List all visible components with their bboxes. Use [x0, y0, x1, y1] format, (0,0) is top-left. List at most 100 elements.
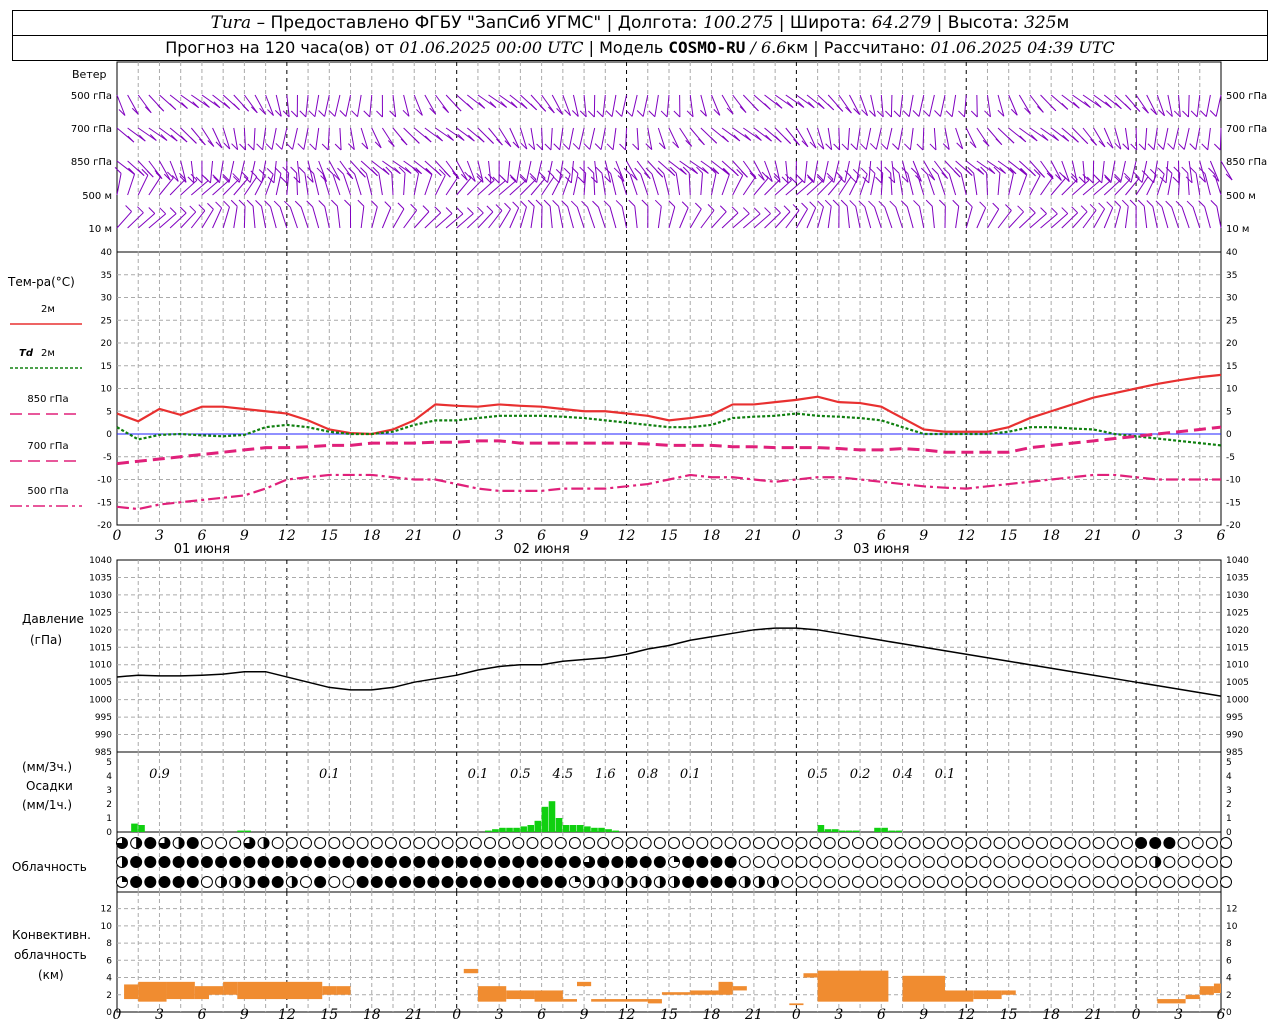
wind-barb — [562, 94, 571, 116]
cloud-circle — [370, 856, 383, 868]
wind-barb — [931, 206, 935, 229]
wind-barb — [1188, 160, 1193, 183]
temp-tick-label: 20 — [101, 339, 113, 349]
wind-barb-flag — [826, 172, 834, 180]
cloud-circle — [1120, 856, 1133, 868]
cloud-circle — [908, 876, 921, 888]
wind-barb-flag — [530, 103, 537, 111]
cloud-circle — [1036, 876, 1048, 888]
wind-barb-flag — [416, 109, 423, 116]
wind-barb — [997, 210, 1012, 229]
wind-barb-flag — [486, 205, 494, 213]
wind-barb — [222, 179, 240, 196]
cloud-circle — [767, 837, 780, 849]
cloud-circle — [370, 876, 383, 888]
precip-tick-label: 5 — [1226, 758, 1232, 768]
wind-barb — [611, 94, 617, 117]
wind-barb — [688, 173, 691, 196]
hour-tick-label: 3 — [495, 1007, 504, 1023]
wind-barb — [1135, 94, 1149, 114]
cloud-circle — [696, 837, 709, 849]
wind-barb-flag — [755, 134, 762, 141]
wind-barb-flag — [900, 200, 908, 208]
wind-barb-flag — [798, 176, 806, 184]
wind-barb-flag — [496, 138, 503, 146]
wind-barb-flag — [793, 138, 800, 146]
wind-barb-flag — [1121, 199, 1129, 207]
wind-barb — [849, 175, 860, 196]
wind-barb — [711, 211, 727, 229]
precip-bar — [569, 825, 577, 832]
wind-barb-flag — [997, 109, 1005, 117]
cloud-circle — [1092, 856, 1105, 868]
wind-barb — [774, 179, 792, 196]
wind-barb — [589, 127, 596, 150]
hour-tick-label: 18 — [1042, 1007, 1060, 1023]
wind-barb-flag — [331, 199, 338, 207]
wind-barb — [1178, 94, 1181, 117]
cloud-circle — [936, 837, 949, 849]
wind-barb — [233, 127, 239, 150]
model-sep: / — [745, 38, 761, 57]
wind-barb-flag — [1089, 203, 1097, 211]
wind-barb — [445, 213, 464, 229]
cloud-circle — [993, 856, 1006, 868]
wind-barb-flag — [444, 170, 451, 178]
cloud-circle — [1092, 876, 1105, 888]
wind-barb — [466, 212, 484, 229]
cloud-circle — [611, 837, 624, 849]
hour-tick-label: 9 — [919, 528, 928, 544]
wind-barb — [551, 175, 563, 196]
wind-barb-flag — [858, 200, 866, 208]
wind-barb-flag — [827, 103, 835, 111]
precip-bar — [838, 830, 846, 832]
hour-tick-label: 9 — [919, 1007, 928, 1023]
wind-barb — [190, 160, 195, 183]
wind-barb-flag — [487, 173, 495, 181]
wind-barb — [827, 177, 843, 196]
cloud-circle — [172, 856, 185, 868]
wind-barb-flag — [267, 176, 275, 184]
model-res: 6.6 — [760, 38, 787, 57]
cloud-circle — [215, 856, 228, 868]
wind-barb — [668, 127, 680, 149]
wind-barb-flag — [731, 206, 739, 214]
precip-bar — [244, 830, 251, 832]
cloud-circle — [484, 856, 496, 868]
wind-barb-flag — [579, 166, 587, 174]
wind-barb-flag — [553, 143, 561, 151]
cloud-circle — [979, 837, 992, 849]
cloud-circle — [512, 856, 525, 868]
temp-tick-label: -5 — [103, 453, 112, 463]
wind-barb-flag — [657, 167, 665, 174]
wind-barb — [1213, 173, 1222, 196]
cloud-fill — [674, 876, 680, 888]
wind-barb-flag — [988, 167, 996, 174]
cloud-circle — [1092, 837, 1105, 849]
wind-barb-flag — [1098, 140, 1106, 148]
calc-time: 01.06.2025 04:39 UTC — [930, 38, 1115, 57]
cloud-circle — [852, 856, 864, 868]
wind-barb-flag — [853, 108, 860, 115]
wind-barb — [238, 160, 245, 183]
cloud-circle — [328, 876, 341, 888]
alt-unit: м — [1056, 13, 1070, 33]
temp-tick-label: 15 — [1226, 362, 1237, 372]
wind-barb — [541, 176, 555, 196]
cloud-circle — [342, 876, 355, 888]
hour-tick-label: 0 — [452, 1007, 461, 1023]
cloud-circle — [172, 876, 185, 888]
cloud-circle — [823, 837, 836, 849]
precip-tick-label: 4 — [1226, 772, 1232, 782]
wind-barb — [587, 207, 596, 229]
wind-barb — [600, 127, 606, 150]
wind-barb — [354, 173, 362, 196]
wind-barb — [922, 127, 925, 151]
wind-barb-flag — [809, 141, 817, 149]
wind-barb-flag — [223, 142, 231, 150]
wind-barb — [1209, 160, 1220, 182]
wind-barb-flag — [827, 176, 835, 183]
wind-barb — [583, 94, 587, 117]
wind-barb — [488, 180, 506, 196]
wind-barb — [1192, 206, 1201, 229]
